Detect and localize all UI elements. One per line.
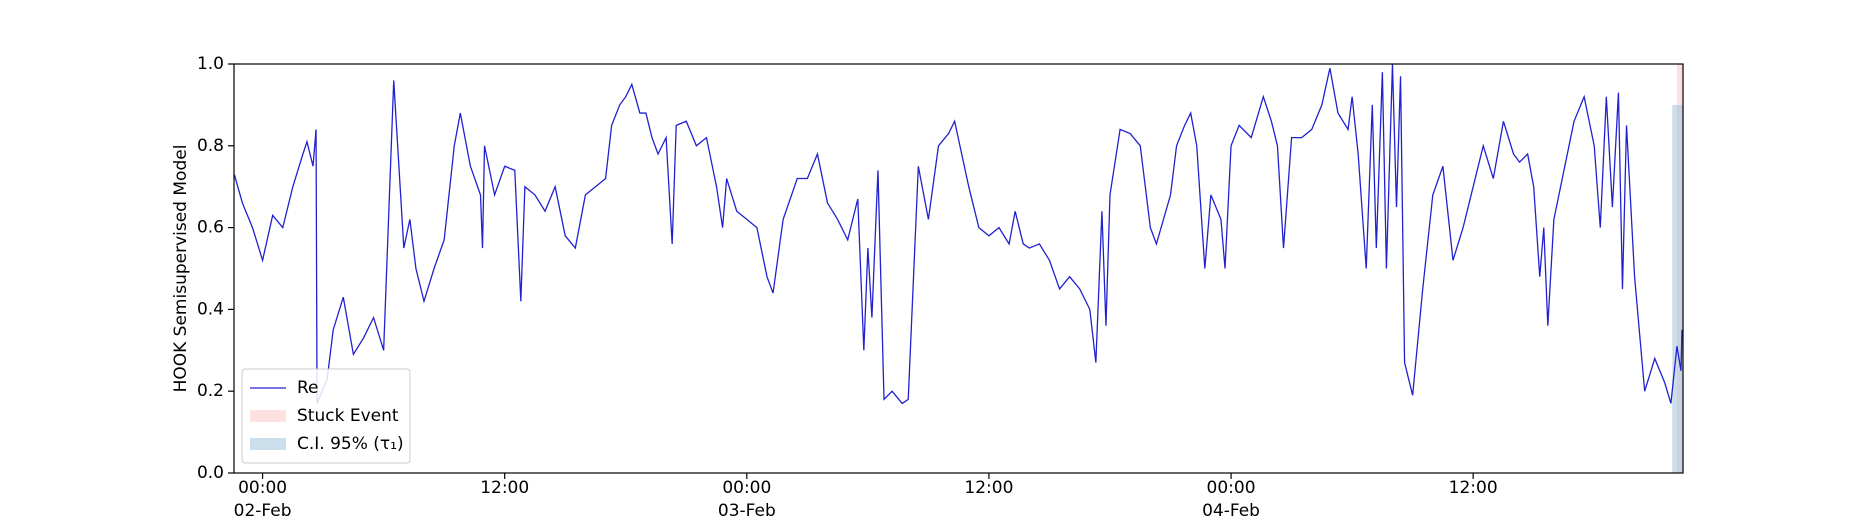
legend-label: Re — [297, 378, 319, 398]
x-tick-label: 00:00 03-Feb — [717, 478, 776, 521]
x-tick-label: 00:00 02-Feb 1900 — [233, 478, 292, 525]
y-axis-label: HOOK Semisupervised Model — [171, 145, 191, 393]
x-tick-label: 12:00 — [1448, 478, 1498, 498]
x-tick-label: 00:00 04-Feb — [1202, 478, 1260, 521]
plot-frame — [233, 63, 1684, 474]
legend-label: Stuck Event — [297, 406, 399, 426]
legend-swatch — [250, 438, 286, 450]
legend-swatch — [250, 410, 286, 422]
legend: Re Stuck Event C.I. 95% (τ₁) — [241, 368, 411, 464]
y-tick-label: 1.0 — [197, 54, 224, 74]
y-tick-label: 0.8 — [197, 136, 224, 156]
x-tick-label: 12:00 — [964, 478, 1014, 498]
y-tick-label: 0.0 — [197, 463, 224, 483]
shaded-span — [1672, 104, 1683, 474]
y-tick-label: 0.4 — [197, 299, 224, 319]
y-tick-label: 0.2 — [197, 381, 224, 401]
data-line — [233, 63, 1683, 405]
x-tick-label: 12:00 — [480, 478, 530, 498]
y-tick-label: 0.6 — [197, 218, 224, 238]
legend-label: C.I. 95% (τ₁) — [297, 434, 404, 454]
